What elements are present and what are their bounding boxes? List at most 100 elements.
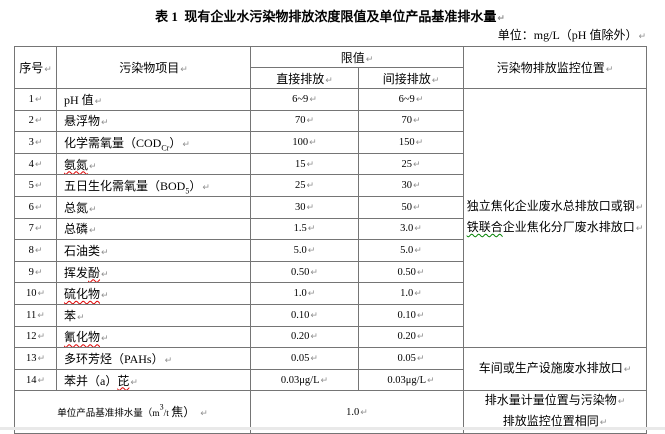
indirect-limit-cell: 0.03μg/L bbox=[358, 368, 464, 392]
header-direct: 直接排放 bbox=[250, 67, 359, 89]
pollutant-name-cell: 苯 bbox=[56, 303, 251, 327]
direct-limit-cell: 70 bbox=[250, 109, 359, 133]
row-index-cell: 1 bbox=[14, 88, 57, 111]
table-row: 8 石油类 5.05.0 bbox=[14, 239, 647, 262]
table-row: 5五日生化需氧量（BOD5）2530 bbox=[14, 174, 647, 197]
row-index-cell: 8 bbox=[14, 239, 57, 262]
direct-limit-cell: 0.03μg/L bbox=[250, 368, 359, 392]
indirect-limit-cell: 0.20 bbox=[358, 325, 464, 349]
indirect-limit-cell: 150 bbox=[358, 131, 464, 154]
pollutant-limits-table: 序号 污染物项目 限值 污染物排放监控位置 直接排放 间接排放 1 pH 值 6~9… bbox=[14, 46, 647, 434]
unit-benchmark-value-cell: 1.0 bbox=[250, 390, 464, 434]
page-edge bbox=[0, 427, 665, 430]
indirect-limit-cell: 0.50 bbox=[358, 260, 464, 284]
indirect-limit-cell: 70 bbox=[358, 109, 464, 133]
direct-limit-cell: 25 bbox=[250, 174, 359, 197]
table-row: 9挥发酚0.500.50 bbox=[14, 260, 647, 284]
row-index-cell: 4 bbox=[14, 152, 57, 176]
pollutant-name-cell: 化学需氧量（CODCr） bbox=[56, 131, 251, 154]
direct-limit-cell: 5.0 bbox=[250, 239, 359, 262]
spellcheck-marked-text: 氨氮 bbox=[64, 157, 89, 172]
row-index-cell: 5 bbox=[14, 174, 57, 197]
spellcheck-marked-text: 氰化物 bbox=[64, 330, 101, 345]
indirect-limit-cell: 50 bbox=[358, 195, 464, 219]
table-row: 12 氰化物 0.200.20 bbox=[14, 325, 647, 349]
pollutant-name-cell: 氰化物 bbox=[56, 325, 251, 349]
table-row: 11 苯 0.100.10 bbox=[14, 303, 647, 327]
pollutant-name: 悬浮物 bbox=[64, 114, 101, 129]
pollutant-name: 化学需氧量（COD bbox=[64, 135, 162, 150]
pollutant-name: 挥发 bbox=[64, 265, 89, 280]
direct-limit-cell: 1.5 bbox=[250, 217, 359, 241]
pollutant-name: 石油类 bbox=[64, 243, 101, 258]
header-monitoring: 污染物排放监控位置 bbox=[463, 46, 647, 89]
pollutant-name: 苯并（a） bbox=[64, 373, 118, 388]
unit-note: 单位：mg/L（pH 值除外） bbox=[14, 26, 646, 43]
pollutant-name-subscript: 5 bbox=[185, 186, 190, 196]
pollutant-name-cell: pH 值 bbox=[56, 88, 251, 111]
indirect-limit-cell: 30 bbox=[358, 174, 464, 197]
table-row: 3化学需氧量（CODCr）100150 bbox=[14, 131, 647, 154]
table-row: 14苯并（a）芘0.03μg/L0.03μg/L bbox=[14, 368, 647, 392]
monitoring-cell-workshop: 车间或生产设施废水排放口 bbox=[463, 347, 647, 392]
row-index-cell: 14 bbox=[14, 368, 57, 392]
direct-limit-cell: 15 bbox=[250, 152, 359, 176]
unit-benchmark-label-cell: 单位产品基准排水量（m3/t 焦） bbox=[14, 390, 251, 434]
row-index-cell: 11 bbox=[14, 303, 57, 327]
pollutant-name-cell: 总氮 bbox=[56, 195, 251, 219]
pollutant-name-cell: 多环芳烃（PAHs） bbox=[56, 347, 251, 370]
table-row: 10 硫化物 1.01.0 bbox=[14, 282, 647, 305]
direct-limit-cell: 30 bbox=[250, 195, 359, 219]
spellcheck-marked-text: 芘 bbox=[117, 373, 130, 388]
spellcheck-marked-text: 酚 bbox=[88, 265, 101, 280]
header-limit: 限值 bbox=[250, 46, 464, 68]
row-index-cell: 2 bbox=[14, 109, 57, 133]
unit-benchmark-label: 单位产品基准排水量（m bbox=[57, 409, 160, 420]
direct-limit-cell: 0.20 bbox=[250, 325, 359, 349]
pollutant-name: 苯 bbox=[64, 308, 77, 323]
pollutant-name: pH 值 bbox=[64, 92, 94, 107]
direct-limit-cell: 0.50 bbox=[250, 260, 359, 284]
pollutant-name: 多环芳烃（PAHs） bbox=[64, 351, 164, 366]
pollutant-name-cell: 悬浮物 bbox=[56, 109, 251, 133]
header-indirect: 间接排放 bbox=[358, 67, 464, 89]
table-title: 表 1 现有企业水污染物排放浓度限值及单位产品基准排水量 bbox=[14, 6, 646, 25]
pollutant-name-cell: 氨氮 bbox=[56, 152, 251, 176]
spellcheck-marked-text: 硫化物 bbox=[64, 287, 101, 302]
indirect-limit-cell: 25 bbox=[358, 152, 464, 176]
pollutant-name-cell: 挥发酚 bbox=[56, 260, 251, 284]
row-index-cell: 9 bbox=[14, 260, 57, 284]
indirect-limit-cell: 1.0 bbox=[358, 282, 464, 305]
pollutant-name-cell: 石油类 bbox=[56, 239, 251, 262]
pollutant-name: 总氮 bbox=[64, 200, 89, 215]
pollutant-name-cell: 五日生化需氧量（BOD5） bbox=[56, 174, 251, 197]
row-index-cell: 10 bbox=[14, 282, 57, 305]
header-index: 序号 bbox=[14, 46, 57, 89]
pollutant-name-cell: 苯并（a）芘 bbox=[56, 368, 251, 392]
row-index-cell: 12 bbox=[14, 325, 57, 349]
row-index-cell: 3 bbox=[14, 131, 57, 154]
row-index-cell: 7 bbox=[14, 217, 57, 241]
direct-limit-cell: 100 bbox=[250, 131, 359, 154]
row-index-cell: 6 bbox=[14, 195, 57, 219]
indirect-limit-cell: 6~9 bbox=[358, 88, 464, 111]
table-row: 13多环芳烃（PAHs）0.050.05车间或生产设施废水排放口 bbox=[14, 347, 647, 392]
indirect-limit-cell: 0.05 bbox=[358, 347, 464, 370]
pollutant-name-cell: 总磷 bbox=[56, 217, 251, 241]
pollutant-name: 总磷 bbox=[64, 222, 89, 237]
superscript-3: 3 bbox=[159, 402, 164, 412]
grammar-marked-text: 铁联合 bbox=[466, 220, 503, 235]
indirect-limit-cell: 5.0 bbox=[358, 239, 464, 262]
pollutant-name: 五日生化需氧量（BOD bbox=[64, 179, 186, 194]
header-pollutant: 污染物项目 bbox=[56, 46, 251, 89]
footer-row: 单位产品基准排水量（m3/t 焦） 1.0 排水量计量位置与污染物 排放监控位置… bbox=[14, 390, 647, 434]
pollutant-name-cell: 硫化物 bbox=[56, 282, 251, 305]
direct-limit-cell: 6~9 bbox=[250, 88, 359, 111]
direct-limit-cell: 0.05 bbox=[250, 347, 359, 370]
direct-limit-cell: 1.0 bbox=[250, 282, 359, 305]
indirect-limit-cell: 3.0 bbox=[358, 217, 464, 241]
direct-limit-cell: 0.10 bbox=[250, 303, 359, 327]
pollutant-rows: 1pH 值6~96~9独立焦化企业废水总排放口或钢铁联合企业焦化分厂废水排放口2… bbox=[14, 87, 647, 392]
header-row-1: 序号 污染物项目 限值 污染物排放监控位置 bbox=[14, 46, 647, 89]
